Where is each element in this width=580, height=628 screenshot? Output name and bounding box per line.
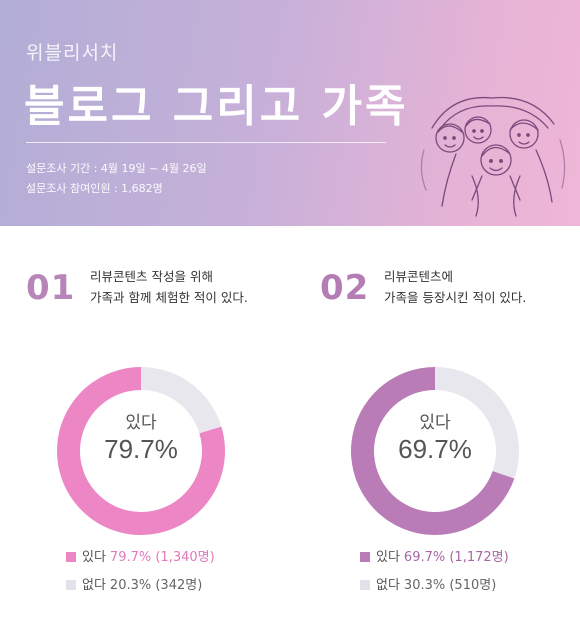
question-number: 02 <box>320 268 370 308</box>
legend-label-no: 없다 <box>376 578 400 593</box>
donut-center-value: 69.7% <box>398 434 472 464</box>
family-drawing-icon <box>420 96 566 217</box>
legend-value-no: 20.3% (342명) <box>109 578 203 593</box>
legend-item-yes: 있다 79.7% (1,340명) <box>66 546 215 565</box>
question-line-1: 리뷰콘텐츠에 <box>384 269 454 284</box>
legend-label-yes: 있다 <box>376 550 400 565</box>
question-line-2: 가족과 함께 체험한 적이 있다. <box>90 290 248 305</box>
donut-center-label: 있다 <box>125 413 157 433</box>
header-banner: 위블리서치 블로그 그리고 가족 설문조사 기간 : 4월 19일 ~ 4월 2… <box>0 0 580 226</box>
brand-name: 위블리서치 <box>26 42 119 64</box>
donut-chart-2: 있다 69.7% <box>350 366 520 536</box>
legend-swatch-no <box>66 579 76 590</box>
question-line-2: 가족을 등장시킨 적이 있다. <box>384 290 527 305</box>
donut-slice-no <box>141 367 222 434</box>
question-text: 리뷰콘텐츠에 가족을 등장시킨 적이 있다. <box>384 266 526 308</box>
page-title: 블로그 그리고 가족 <box>24 81 409 132</box>
legend-swatch-yes <box>360 551 370 562</box>
legend-value-yes: 79.7% (1,340명) <box>109 550 215 565</box>
survey-participants: 설문조사 참여인원 : 1,682명 <box>26 182 163 195</box>
donut-chart-1: 있다 79.7% <box>56 366 226 536</box>
legend-swatch-yes <box>66 551 76 562</box>
legend-swatch-no <box>360 579 370 590</box>
question-text: 리뷰콘텐츠 작성을 위해 가족과 함께 체험한 적이 있다. <box>90 266 248 308</box>
legend-item-no: 없다 30.3% (510명) <box>360 574 496 593</box>
legend-label-yes: 있다 <box>82 550 106 565</box>
donut-center-value: 79.7% <box>104 434 178 464</box>
survey-period: 설문조사 기간 : 4월 19일 ~ 4월 26일 <box>26 162 207 175</box>
donut-svg-2 <box>351 367 519 535</box>
legend-label-no: 없다 <box>82 578 106 593</box>
legend-item-yes: 있다 69.7% (1,172명) <box>360 546 509 565</box>
question-panel-2: 02 리뷰콘텐츠에 가족을 등장시킨 적이 있다. 있다 69.7% 있다 69.… <box>320 262 580 622</box>
legend-item-no: 없다 20.3% (342명) <box>66 574 202 593</box>
donut-center-label: 있다 <box>419 413 451 433</box>
question-number: 01 <box>26 268 76 308</box>
donut-slice-no <box>435 367 519 479</box>
title-divider <box>26 142 386 143</box>
question-line-1: 리뷰콘텐츠 작성을 위해 <box>90 269 213 284</box>
donut-svg-1 <box>56 367 225 535</box>
legend-value-yes: 69.7% (1,172명) <box>403 550 509 565</box>
question-panel-1: 01 리뷰콘텐츠 작성을 위해 가족과 함께 체험한 적이 있다. 있다 79.… <box>26 262 296 622</box>
legend-value-no: 30.3% (510명) <box>403 578 497 593</box>
